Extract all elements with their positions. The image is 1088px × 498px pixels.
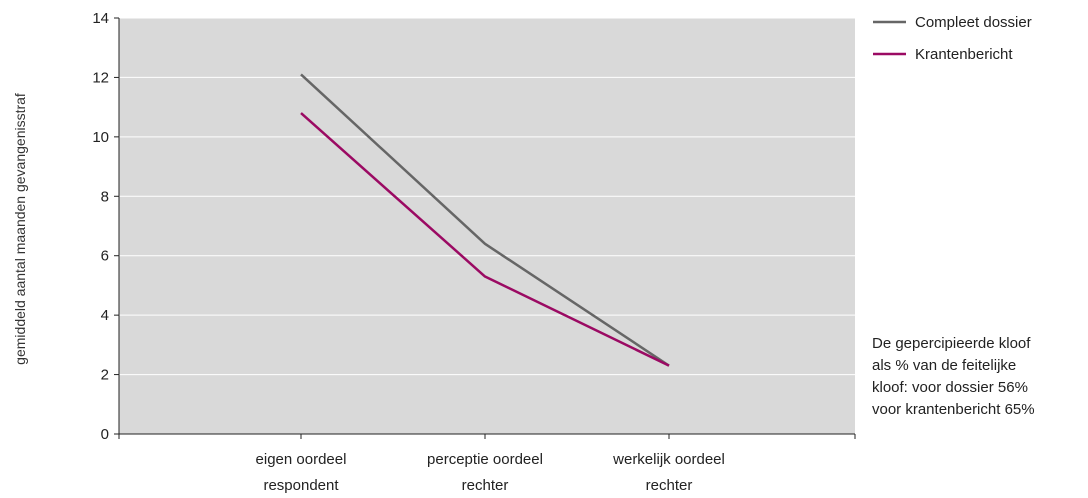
x-category-label: eigen oordeel: [256, 451, 347, 468]
x-category-label: rechter: [646, 477, 693, 494]
legend-label: Krantenbericht: [915, 46, 1013, 63]
series-line: [300, 73, 670, 367]
annotation-line: kloof: voor dossier 56%: [872, 379, 1028, 396]
series-line: [300, 112, 670, 367]
series-lines: [300, 73, 670, 367]
x-category-label: rechter: [462, 477, 509, 494]
y-tick-label: 4: [101, 307, 109, 324]
y-axis-label: gemiddeld aantal maanden gevangenisstraf: [12, 93, 28, 365]
y-tick-label: 14: [92, 10, 109, 27]
y-tick-label: 2: [101, 367, 109, 384]
y-tick-label: 12: [92, 69, 109, 86]
axes: 0 2 4 6 8 10 12 14 eigen oordeel respondent percep…: [92, 10, 856, 494]
annotation: De gepercipieerde kloof als % van de fei…: [872, 333, 1082, 421]
x-category-label: werkelijk oordeel: [612, 451, 725, 468]
y-tick-label: 6: [101, 248, 109, 265]
annotation-line: als % van de feitelijke: [872, 357, 1017, 374]
annotation-line: voor krantenbericht 65%: [872, 401, 1035, 418]
x-category-label: perceptie oordeel: [427, 451, 543, 468]
y-tick-label: 0: [101, 426, 109, 443]
plot-area: [119, 18, 855, 434]
legend-label: Compleet dossier: [915, 14, 1032, 31]
legend: Compleet dossier Krantenbericht: [873, 14, 1032, 63]
x-category-label: respondent: [263, 477, 339, 494]
annotation-line: De gepercipieerde kloof: [872, 335, 1031, 352]
grid-lines: [119, 17, 855, 376]
y-tick-label: 10: [92, 129, 109, 146]
y-tick-label: 8: [101, 188, 109, 205]
